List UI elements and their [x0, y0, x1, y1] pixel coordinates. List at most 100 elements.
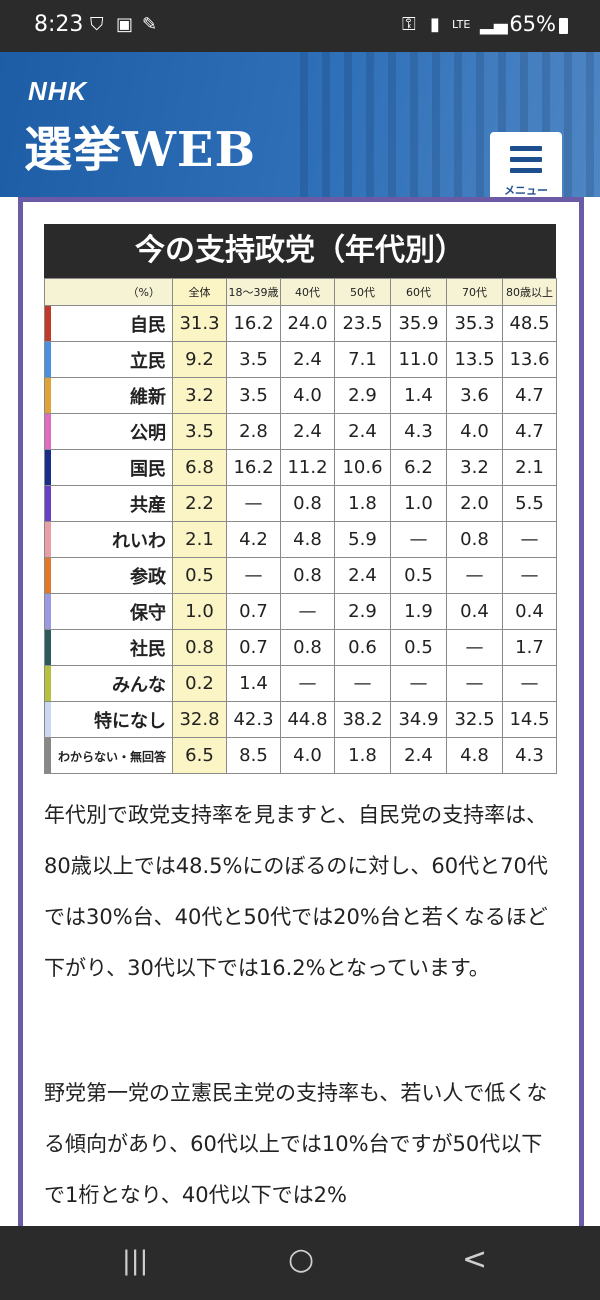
article-paragraph-1: 年代別で政党支持率を見ますと、自民党の支持率は、80歳以上では48.5%にのぼる…: [44, 803, 548, 980]
value-cell: 1.7: [502, 629, 557, 666]
value-cell: 0.4: [446, 593, 503, 630]
table-row: 共産 2.2—0.8 1.8 1.0 2.0 5.5: [44, 485, 557, 522]
value-cell: 4.7: [502, 413, 557, 450]
column-header: 70代: [446, 278, 503, 306]
table-row: れいわ 2.1 4.2 4.8 5.9—0.8—: [44, 521, 557, 558]
value-cell: —: [446, 629, 503, 666]
table-row: 維新 3.2 3.5 4.0 2.9 1.4 3.6 4.7: [44, 377, 557, 414]
back-button[interactable]: <: [462, 1242, 488, 1277]
lte-label: LTE: [452, 18, 471, 31]
party-color-swatch: [45, 738, 51, 773]
value-cell: 10.6: [334, 449, 391, 486]
value-cell: 0.8: [280, 557, 335, 594]
value-cell: —: [280, 665, 335, 702]
party-cell: 公明: [44, 413, 173, 450]
recent-apps-button[interactable]: |||: [122, 1246, 149, 1276]
table-header-row: （%） 全体 18〜39歳 40代 50代 60代 70代 80歳以上: [44, 278, 557, 306]
value-cell: —: [390, 665, 447, 702]
party-color-swatch: [45, 666, 51, 701]
party-name: 維新: [130, 386, 166, 408]
value-cell: 14.5: [502, 701, 557, 738]
table-row: わからない・無回答 6.5 8.5 4.0 1.8 2.4 4.8 4.3: [44, 737, 557, 774]
value-cell: 3.2: [446, 449, 503, 486]
value-cell: 1.0: [390, 485, 447, 522]
value-cell: 11.0: [390, 341, 447, 378]
value-cell: —: [446, 665, 503, 702]
value-cell: 4.8: [280, 521, 335, 558]
value-cell: 2.1: [502, 449, 557, 486]
value-cell: 16.2: [226, 305, 281, 342]
battery-percent: 65%: [509, 12, 556, 36]
table-row: 公明 3.5 2.8 2.4 2.4 4.3 4.0 4.7: [44, 413, 557, 450]
chart-title: 今の支持政党（年代別）: [44, 224, 556, 278]
value-cell: 2.1: [172, 521, 227, 558]
value-cell: —: [226, 557, 281, 594]
value-cell: 0.5: [172, 557, 227, 594]
value-cell: 2.4: [390, 737, 447, 774]
value-cell: 3.2: [172, 377, 227, 414]
value-cell: 1.4: [390, 377, 447, 414]
menu-button[interactable]: メニュー: [490, 132, 562, 197]
party-cell: 維新: [44, 377, 173, 414]
value-cell: 35.9: [390, 305, 447, 342]
party-name: 共産: [130, 494, 166, 516]
party-name: れいわ: [112, 530, 166, 552]
wrench-icon: ✎: [142, 14, 158, 35]
party-color-swatch: [45, 342, 51, 377]
party-cell: 共産: [44, 485, 173, 522]
value-cell: 0.7: [226, 629, 281, 666]
value-cell: 4.8: [446, 737, 503, 774]
key-icon: ⚿: [402, 14, 416, 35]
value-cell: 23.5: [334, 305, 391, 342]
value-cell: 1.4: [226, 665, 281, 702]
value-cell: 11.2: [280, 449, 335, 486]
value-cell: 16.2: [226, 449, 281, 486]
value-cell: 44.8: [280, 701, 335, 738]
value-cell: 2.0: [446, 485, 503, 522]
party-color-swatch: [45, 558, 51, 593]
value-cell: 0.2: [172, 665, 227, 702]
value-cell: 0.5: [390, 629, 447, 666]
party-cell: 社民: [44, 629, 173, 666]
value-cell: 0.5: [390, 557, 447, 594]
battery-icon: [559, 18, 568, 34]
value-cell: —: [334, 665, 391, 702]
party-name: 特になし: [94, 710, 166, 732]
value-cell: 3.5: [172, 413, 227, 450]
value-cell: 5.5: [502, 485, 557, 522]
column-header: 40代: [280, 278, 335, 306]
android-nav-bar: ||| ○ <: [0, 1226, 600, 1300]
value-cell: 0.8: [280, 485, 335, 522]
value-cell: 1.9: [390, 593, 447, 630]
value-cell: 38.2: [334, 701, 391, 738]
party-name: みんな: [112, 674, 166, 696]
party-color-swatch: [45, 306, 51, 341]
menu-icon: [510, 146, 542, 179]
party-cell: 保守: [44, 593, 173, 630]
value-cell: 2.9: [334, 377, 391, 414]
value-cell: 0.8: [172, 629, 227, 666]
value-cell: 9.2: [172, 341, 227, 378]
party-name: 社民: [130, 638, 166, 660]
home-button[interactable]: ○: [288, 1242, 315, 1277]
support-table: （%） 全体 18〜39歳 40代 50代 60代 70代 80歳以上 自民 31.3 16.2 24…: [44, 278, 557, 774]
party-color-swatch: [45, 486, 51, 521]
party-name: 立民: [130, 350, 166, 372]
value-cell: 2.4: [334, 557, 391, 594]
party-color-swatch: [45, 414, 51, 449]
value-cell: 6.5: [172, 737, 227, 774]
column-header: 60代: [390, 278, 447, 306]
nhk-logo[interactable]: NHK: [28, 76, 88, 106]
value-cell: 34.9: [390, 701, 447, 738]
party-color-swatch: [45, 522, 51, 557]
site-title[interactable]: 選挙WEB: [24, 122, 257, 178]
party-cell: みんな: [44, 665, 173, 702]
value-cell: 3.5: [226, 377, 281, 414]
value-cell: —: [502, 665, 557, 702]
value-cell: 4.3: [502, 737, 557, 774]
value-cell: 42.3: [226, 701, 281, 738]
status-time: 8:23: [34, 12, 84, 37]
party-name: 保守: [130, 602, 166, 624]
value-cell: 3.6: [446, 377, 503, 414]
value-cell: 6.2: [390, 449, 447, 486]
